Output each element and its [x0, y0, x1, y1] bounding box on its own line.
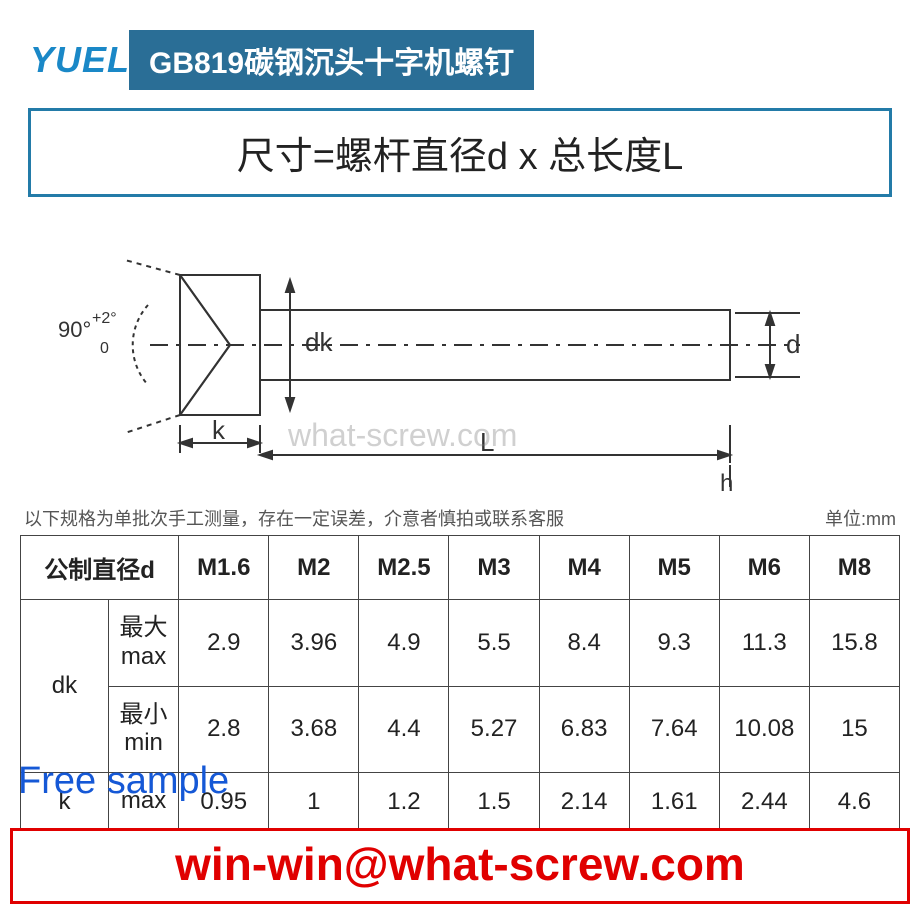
- note-row: 以下规格为单批次手工测量，存在一定误差，介意者慎拍或联系客服 单位:mm: [24, 505, 896, 531]
- angle-label: 90°: [58, 317, 91, 342]
- table-row: dk 最大 max 2.9 3.96 4.9 5.5 8.4 9.3 11.3 …: [21, 600, 900, 687]
- th-m3: M3: [449, 536, 539, 600]
- L-label: L: [480, 427, 494, 457]
- title-banner: GB819碳钢沉头十字机螺钉: [129, 30, 534, 90]
- h-label: h: [720, 470, 733, 495]
- dk-label: dk: [305, 327, 333, 357]
- dk-max-label: 最大 max: [108, 600, 178, 687]
- th-m6: M6: [719, 536, 809, 600]
- table-header-row: 公制直径d M1.6 M2 M2.5 M3 M4 M5 M6 M8: [21, 536, 900, 600]
- d-label: d: [786, 329, 800, 359]
- th-diameter: 公制直径d: [21, 536, 179, 600]
- screw-diagram: 90° +2° 0 dk d k L h what-screw.com: [30, 215, 890, 495]
- spec-table: 公制直径d M1.6 M2 M2.5 M3 M4 M5 M6 M8 dk 最大 …: [20, 535, 900, 831]
- header: YUELU GB819碳钢沉头十字机螺钉: [10, 30, 910, 90]
- svg-text:+2°: +2°: [92, 310, 117, 327]
- th-m2: M2: [269, 536, 359, 600]
- th-m8: M8: [809, 536, 899, 600]
- dk-min-label: 最小 min: [108, 686, 178, 773]
- k-group-label: k: [21, 773, 109, 831]
- th-m5: M5: [629, 536, 719, 600]
- k-label: k: [212, 415, 226, 445]
- table-row: 最小 min 2.8 3.68 4.4 5.27 6.83 7.64 10.08…: [21, 686, 900, 773]
- th-m4: M4: [539, 536, 629, 600]
- table-row: k max 0.95 1 1.2 1.5 2.14 1.61 2.44 4.6: [21, 773, 900, 831]
- note-left: 以下规格为单批次手工测量，存在一定误差，介意者慎拍或联系客服: [24, 505, 564, 531]
- th-m25: M2.5: [359, 536, 449, 600]
- k-max-label: max: [108, 773, 178, 831]
- note-right: 单位:mm: [825, 505, 896, 531]
- formula-box: 尺寸=螺杆直径d x 总长度L: [28, 108, 892, 197]
- th-m16: M1.6: [179, 536, 269, 600]
- contact-email: win-win@what-screw.com: [10, 828, 910, 904]
- dk-group-label: dk: [21, 600, 109, 773]
- svg-text:0: 0: [100, 340, 109, 357]
